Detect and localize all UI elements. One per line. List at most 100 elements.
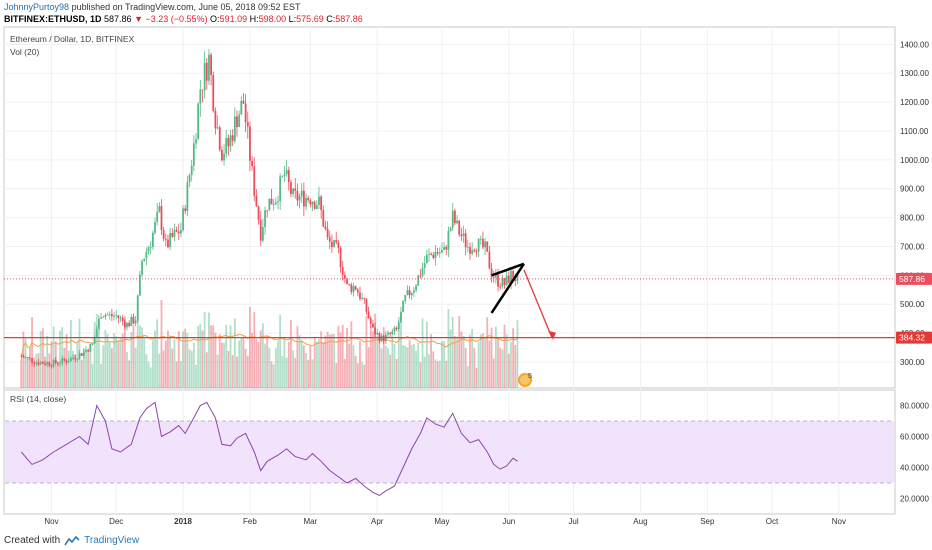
candle-body [39, 362, 42, 365]
candle-body [22, 356, 25, 358]
volume-bar [510, 342, 512, 388]
volume-bar [294, 358, 297, 388]
candle-body [205, 62, 208, 81]
event-badge-icon [518, 373, 532, 387]
volume-bar [311, 359, 314, 388]
candle-body [428, 253, 430, 255]
volume-bar [384, 345, 387, 388]
volume-bar [372, 331, 374, 388]
high-label: H: [249, 14, 259, 24]
main-pane[interactable] [3, 26, 896, 389]
candle-body [296, 190, 299, 201]
candle-body [35, 362, 38, 364]
candle-body [244, 103, 247, 123]
candle-body [285, 170, 288, 175]
volume-bar [438, 360, 441, 388]
time-tick-label: Nov [44, 517, 58, 526]
tradingview-brand[interactable]: TradingView [84, 535, 140, 546]
volume-bar [501, 349, 504, 388]
volume-bar [184, 328, 187, 388]
current-price-tag [896, 272, 932, 285]
rsi-axis[interactable]: 20.0000 40.0000 60.0000 80.0000 [900, 402, 929, 504]
volume-bar [110, 348, 113, 388]
candle-body [400, 311, 402, 323]
event-badge[interactable]: 5 [518, 373, 532, 387]
candle-body [464, 233, 467, 248]
volume-bar [285, 357, 288, 388]
volume-bar [201, 330, 204, 388]
volume-bar [466, 365, 469, 388]
volume-bar [162, 350, 165, 388]
candle-body [451, 210, 454, 228]
open-label: O: [210, 14, 220, 24]
volume-bar [408, 340, 411, 388]
volume-bar [415, 350, 417, 388]
candle-body [475, 251, 478, 253]
candle-body [333, 239, 335, 248]
volume-bar [389, 354, 392, 388]
volume-bar [428, 354, 430, 388]
candle-body [328, 237, 331, 242]
volume-bar [464, 347, 467, 388]
volume-bar [516, 320, 519, 388]
volume-bar [365, 316, 368, 388]
candle-body [462, 233, 465, 237]
candle-body [272, 204, 275, 206]
candle-body [369, 317, 372, 324]
candle-body [154, 222, 156, 233]
volume-bar [490, 327, 493, 388]
candle-body [104, 315, 107, 318]
candle-body [311, 202, 314, 205]
candle-body [460, 234, 463, 237]
volume-bar [486, 317, 489, 388]
candle-body [415, 285, 417, 291]
candle-body [294, 188, 297, 191]
volume-bar [63, 347, 66, 388]
candle-body [151, 232, 154, 247]
volume-bar [102, 345, 105, 388]
symbol-name: BITFINEX:ETHUSD, 1D [4, 14, 102, 24]
candle-body [147, 247, 150, 252]
volume-bar [113, 333, 115, 388]
candle-body [210, 54, 213, 76]
volume-bar [89, 346, 92, 388]
time-tick-label: Jul [568, 517, 578, 526]
projection-arrow[interactable] [523, 269, 553, 338]
candle-body [65, 360, 68, 363]
volume-bar [346, 328, 348, 388]
volume-bar [169, 335, 172, 388]
candle-body [261, 227, 264, 241]
volume-bar [20, 359, 23, 388]
candle-body [290, 182, 292, 194]
candle-body [343, 275, 346, 279]
volume-bar [31, 317, 33, 388]
price-axis[interactable]: 300.00400.00500.00600.00700.00800.00900.… [900, 40, 929, 367]
high-value: 598.00 [258, 14, 287, 24]
rsi-legend: RSI (14, close) [10, 394, 66, 404]
volume-bar [492, 358, 495, 388]
candle-body [197, 103, 200, 140]
candle-body [397, 322, 400, 330]
volume-bar [147, 361, 150, 388]
time-axis[interactable]: Nov Dec 2018 Feb Mar Apr May Jun Jul Aug Sep Oct Nov [44, 517, 846, 526]
rsi-band [5, 421, 894, 483]
candle-body [240, 100, 243, 115]
candle-body [126, 322, 128, 328]
candle-body [510, 270, 512, 283]
volume-bar [216, 354, 219, 388]
candle-body [76, 358, 79, 360]
wedge-upper-line[interactable] [491, 262, 525, 277]
volume-bar [82, 349, 85, 388]
target-price-tag-text: 384.32 [899, 333, 925, 343]
candle-body [199, 89, 202, 104]
volume-bar [430, 334, 433, 388]
candle-body [421, 268, 424, 276]
volume-bar [512, 328, 515, 388]
wedge-lower-line[interactable] [490, 263, 525, 314]
volume-bar [331, 334, 333, 388]
volume-bar [143, 336, 146, 388]
candle-body [387, 332, 389, 335]
author-link[interactable]: JohnnyPurtoy98 [4, 2, 70, 12]
volume-bar [462, 335, 465, 388]
